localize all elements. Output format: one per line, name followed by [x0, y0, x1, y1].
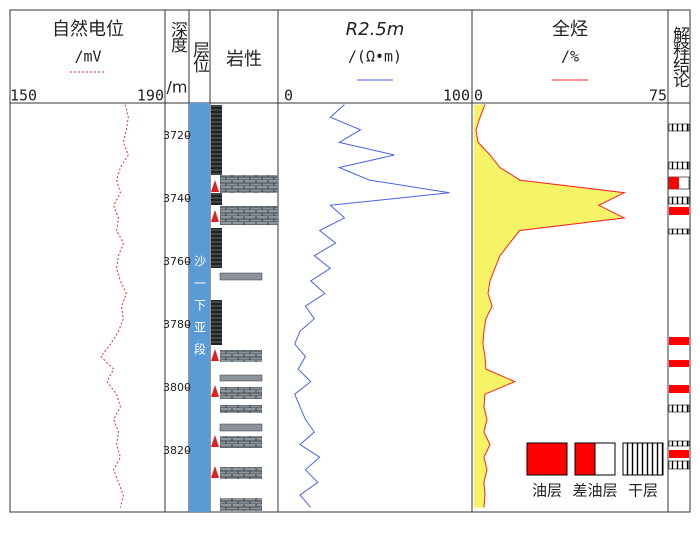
- track-unit: /%: [561, 48, 579, 66]
- sandstone: [220, 467, 262, 479]
- depth-tick-label: 3760: [163, 255, 191, 268]
- oil-layer: [669, 337, 689, 345]
- sandstone: [220, 350, 262, 362]
- oil-layer: [669, 207, 689, 215]
- dry-layer: [668, 228, 690, 235]
- depth-tick-label: 3800: [163, 381, 191, 394]
- legend-dry: [622, 442, 664, 476]
- dry-layer: [668, 440, 690, 447]
- lithology-column: [211, 105, 278, 511]
- x-tick-label: 0: [474, 87, 483, 105]
- conclusion-title: 解释结论: [669, 26, 690, 88]
- oil-show: [211, 180, 219, 192]
- track-unit: /mV: [74, 48, 101, 66]
- x-tick-label: 150: [10, 87, 37, 105]
- poor-oil-layer-fill: [669, 177, 679, 189]
- track-title: 自然电位: [52, 19, 124, 40]
- legend-label: 油层: [532, 482, 562, 500]
- depth-tick-label: 3720: [163, 129, 191, 142]
- siltstone: [219, 272, 263, 281]
- conclusion-column: [668, 123, 690, 470]
- sandstone: [220, 387, 262, 399]
- dry-layer: [668, 161, 690, 170]
- track-unit: /(Ω•m): [348, 48, 402, 66]
- oil-show: [211, 435, 219, 447]
- siltstone: [219, 423, 263, 432]
- siltstone: [219, 374, 263, 382]
- depth-unit: /m: [167, 78, 188, 97]
- mudstone: [211, 300, 222, 345]
- legend-label: 差油层: [572, 482, 617, 500]
- sandstone: [220, 206, 278, 225]
- curve: [294, 104, 450, 508]
- curve: [100, 104, 129, 508]
- sandstone: [220, 498, 262, 511]
- depth-tick-label: 3740: [163, 192, 191, 205]
- sandstone: [220, 405, 262, 413]
- legend-label: 干层: [628, 482, 658, 500]
- x-tick-label: 190: [137, 87, 164, 105]
- x-tick-label: 75: [649, 87, 667, 105]
- oil-show: [211, 385, 219, 397]
- legend: [526, 442, 664, 476]
- area-fill: [474, 104, 625, 508]
- dry-layer: [668, 460, 690, 470]
- oil-show: [211, 466, 219, 478]
- x-tick-label: 0: [284, 87, 293, 105]
- oil-show-markers: [211, 180, 219, 478]
- oil-layer: [669, 450, 689, 458]
- mudstone: [211, 105, 222, 175]
- depth-tick-label: 3780: [163, 318, 191, 331]
- grid-frame: [9, 9, 691, 513]
- lithology-title: 岩性: [226, 49, 262, 70]
- depth-tick-label: 3820: [163, 444, 191, 457]
- curve: [475, 104, 627, 508]
- oil-show: [211, 210, 219, 222]
- layer-band: [189, 103, 210, 512]
- oil-layer: [669, 385, 689, 393]
- layer-label: 沙一下亚段: [193, 255, 207, 365]
- dry-layer: [668, 196, 690, 205]
- oil-show: [211, 349, 219, 361]
- legend-oil: [526, 442, 568, 476]
- x-tick-label: 100: [443, 87, 470, 105]
- sandstone: [220, 175, 278, 193]
- mudstone: [211, 193, 222, 205]
- frame: [9, 9, 691, 513]
- oil-layer: [669, 360, 689, 367]
- dry-layer: [668, 123, 690, 132]
- dry-layer: [668, 404, 690, 413]
- sandstone: [220, 436, 262, 448]
- track-title: R2.5m: [346, 19, 405, 40]
- depth-title: 深度: [167, 21, 188, 53]
- layer-title: 层位: [189, 41, 210, 73]
- mudstone: [211, 228, 222, 268]
- track-title: 全烃: [552, 19, 588, 40]
- legend-poor-oil-fill: [574, 442, 596, 476]
